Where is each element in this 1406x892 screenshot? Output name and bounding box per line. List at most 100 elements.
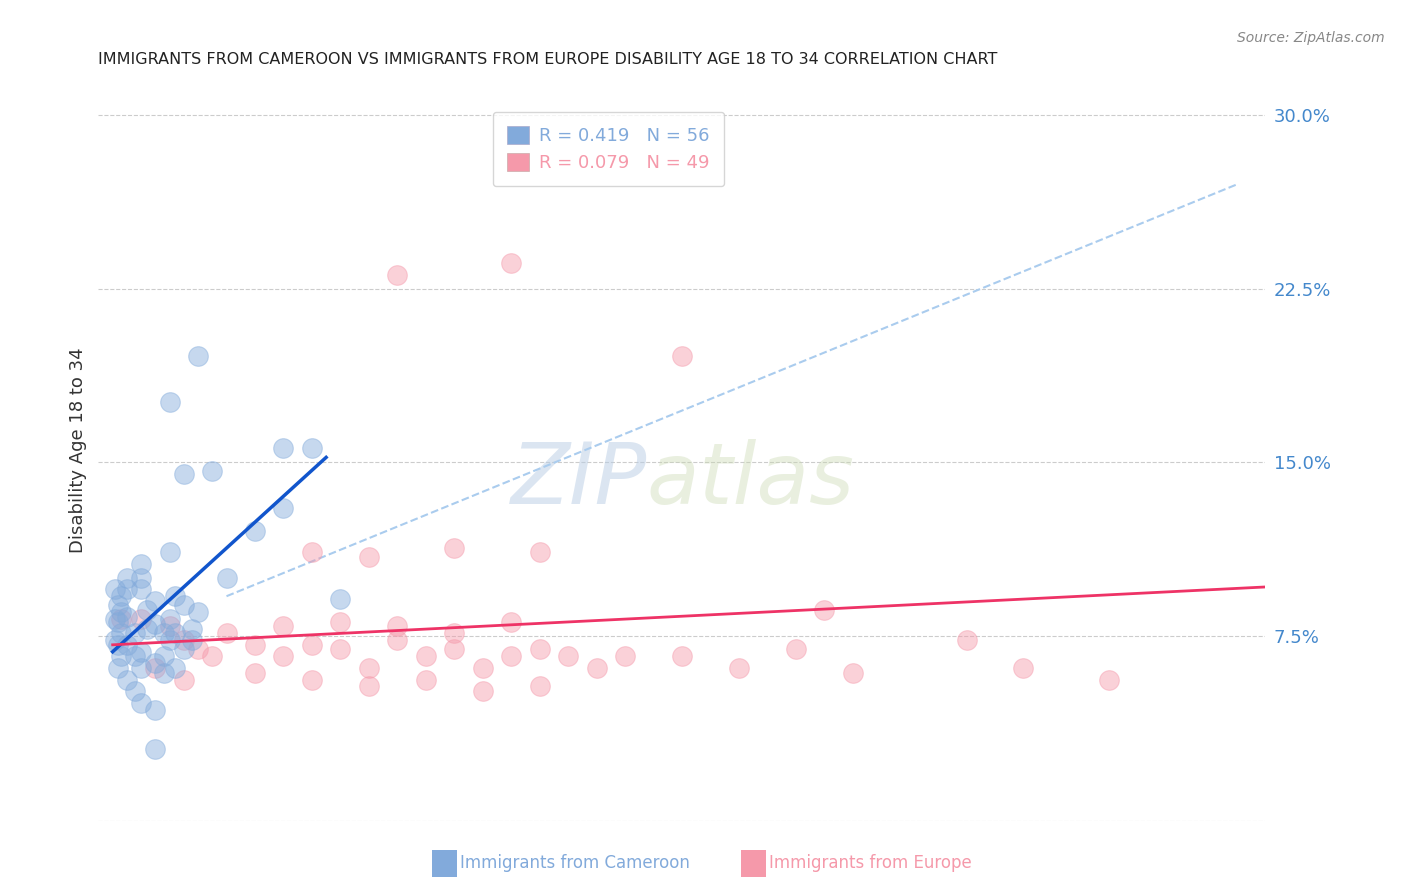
Point — [727, 661, 749, 675]
Text: Immigrants from Europe: Immigrants from Europe — [769, 855, 972, 872]
Point — [813, 603, 835, 617]
Point — [115, 673, 138, 687]
Point — [129, 582, 152, 597]
Point — [471, 684, 494, 698]
Point — [415, 673, 437, 687]
Point — [107, 661, 129, 675]
Point — [671, 349, 693, 363]
Point — [165, 626, 187, 640]
Point — [159, 619, 181, 633]
Point — [529, 680, 551, 694]
Point — [243, 638, 266, 652]
Point — [955, 633, 977, 648]
Point — [387, 619, 409, 633]
Point — [153, 665, 176, 680]
Point — [104, 633, 127, 648]
Point — [443, 642, 465, 657]
Point — [501, 649, 523, 664]
Point — [165, 589, 187, 603]
Point — [143, 594, 166, 608]
Point — [215, 626, 238, 640]
Point — [357, 549, 380, 564]
Point — [159, 545, 181, 559]
Text: Immigrants from Cameroon: Immigrants from Cameroon — [460, 855, 689, 872]
Point — [143, 617, 166, 632]
Point — [357, 661, 380, 675]
Point — [585, 661, 607, 675]
Point — [143, 742, 166, 756]
Point — [107, 599, 129, 613]
Point — [129, 645, 152, 659]
Point — [159, 395, 181, 409]
Point — [110, 612, 132, 626]
Point — [415, 649, 437, 664]
Point — [501, 256, 523, 270]
Point — [110, 606, 132, 620]
Point — [187, 606, 209, 620]
Text: ZIP: ZIP — [510, 439, 647, 522]
Text: IMMIGRANTS FROM CAMEROON VS IMMIGRANTS FROM EUROPE DISABILITY AGE 18 TO 34 CORRE: IMMIGRANTS FROM CAMEROON VS IMMIGRANTS F… — [98, 52, 998, 67]
Point — [187, 349, 209, 363]
Point — [443, 541, 465, 555]
Point — [124, 649, 146, 664]
Point — [301, 638, 323, 652]
Text: atlas: atlas — [647, 439, 855, 522]
Point — [443, 626, 465, 640]
Point — [135, 603, 157, 617]
Point — [159, 612, 181, 626]
Point — [115, 571, 138, 585]
Point — [115, 582, 138, 597]
Point — [243, 524, 266, 539]
Point — [273, 441, 295, 455]
Point — [301, 545, 323, 559]
Point — [143, 657, 166, 671]
Point — [329, 591, 352, 606]
Point — [110, 626, 132, 640]
Point — [1012, 661, 1035, 675]
Point — [115, 638, 138, 652]
Point — [614, 649, 637, 664]
Point — [173, 599, 195, 613]
Point — [785, 642, 807, 657]
Point — [173, 467, 195, 481]
Point — [153, 626, 176, 640]
Point — [110, 589, 132, 603]
Point — [329, 615, 352, 629]
Point — [173, 642, 195, 657]
Point — [143, 703, 166, 717]
Point — [557, 649, 579, 664]
Point — [301, 441, 323, 455]
Point — [201, 464, 224, 478]
Point — [357, 680, 380, 694]
Point — [501, 615, 523, 629]
Point — [124, 684, 146, 698]
Point — [181, 622, 204, 636]
Point — [129, 661, 152, 675]
Y-axis label: Disability Age 18 to 34: Disability Age 18 to 34 — [69, 348, 87, 553]
Point — [243, 665, 266, 680]
Point — [181, 633, 204, 648]
Point — [273, 649, 295, 664]
Point — [387, 268, 409, 282]
Point — [129, 571, 152, 585]
Point — [107, 638, 129, 652]
Point — [135, 622, 157, 636]
Legend: R = 0.419   N = 56, R = 0.079   N = 49: R = 0.419 N = 56, R = 0.079 N = 49 — [492, 112, 724, 186]
Point — [301, 673, 323, 687]
Point — [471, 661, 494, 675]
Point — [215, 571, 238, 585]
Point — [104, 612, 127, 626]
Point — [124, 626, 146, 640]
Point — [129, 612, 152, 626]
Point — [671, 649, 693, 664]
Point — [273, 619, 295, 633]
Point — [159, 633, 181, 648]
Point — [273, 501, 295, 516]
Point — [153, 649, 176, 664]
Point — [187, 642, 209, 657]
Point — [201, 649, 224, 664]
Point — [104, 582, 127, 597]
Point — [143, 661, 166, 675]
Point — [129, 696, 152, 710]
Point — [1098, 673, 1121, 687]
